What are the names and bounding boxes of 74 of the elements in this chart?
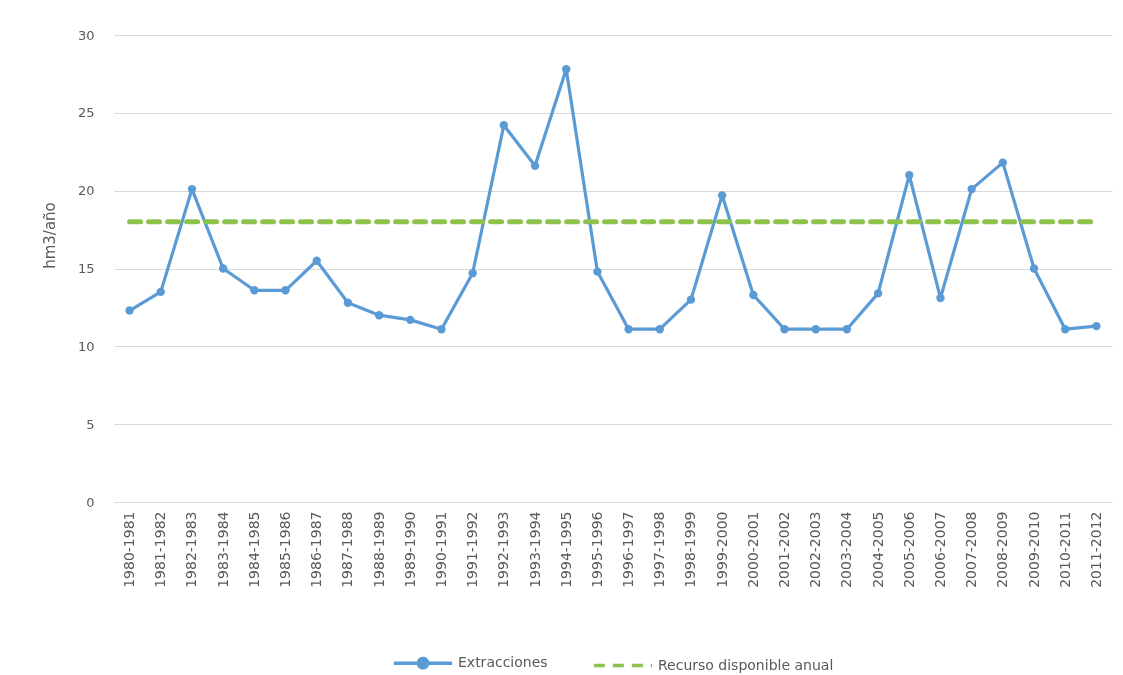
point	[998, 158, 1008, 167]
y-axis-title: hm3/año	[40, 202, 59, 269]
x-tick-label: 1991-1992	[464, 511, 481, 588]
x-tick-label: 2010-2011	[1056, 511, 1073, 588]
x-tick-label: 1987-1988	[339, 511, 356, 588]
point	[873, 289, 883, 298]
point	[562, 65, 571, 74]
y-tick-label: 5	[86, 416, 95, 432]
x-tick-label: 1993-1994	[526, 511, 543, 588]
point	[1029, 264, 1039, 273]
point	[406, 315, 415, 325]
point	[811, 325, 820, 334]
point	[1092, 321, 1101, 331]
y-tick-label: 20	[77, 183, 95, 199]
x-tick-label: 1982-1983	[183, 511, 200, 588]
point	[187, 184, 197, 194]
x-tick-label: 1983-1984	[214, 511, 231, 588]
x-tick-label: 1996-1997	[620, 511, 637, 588]
x-tick-label: 1997-1998	[651, 511, 668, 588]
y-tick-label: 30	[77, 27, 95, 43]
x-tick-label: 2004-2005	[869, 511, 886, 588]
point	[374, 311, 384, 320]
point	[593, 267, 602, 276]
y-tick-label: 0	[86, 494, 95, 510]
x-tick-label: 2002-2003	[807, 511, 824, 588]
point	[343, 298, 353, 307]
x-tick-label: 1984-1985	[245, 511, 262, 588]
x-tick-label: 1994-1995	[557, 511, 574, 588]
point	[780, 325, 789, 334]
point	[250, 286, 259, 295]
x-tick-label: 2005-2006	[900, 511, 917, 588]
point	[905, 170, 914, 180]
point	[842, 325, 852, 334]
point	[686, 295, 696, 304]
y-tick-label: 10	[77, 338, 95, 354]
legend-label: Extracciones	[458, 654, 548, 671]
point	[218, 264, 228, 273]
x-tick-label: 1990-1991	[432, 511, 449, 588]
x-tick-label: 1985-1986	[277, 511, 294, 588]
point	[624, 325, 633, 334]
x-tick-label: 1986-1987	[308, 511, 325, 588]
x-tick-label: 2006-2007	[931, 511, 948, 588]
x-tick-label: 2000-2001	[744, 511, 761, 588]
point	[312, 256, 321, 265]
x-tick-label: 1989-1990	[401, 511, 418, 588]
legend-label: Recurso disponible anual	[658, 656, 834, 673]
x-tick-label: 2003-2004	[838, 511, 855, 588]
x-tick-label: 1995-1996	[588, 511, 605, 588]
x-tick-label: 2007-2008	[963, 511, 980, 588]
x-tick-label: 1980-1981	[121, 511, 138, 588]
y-tick-label: 15	[77, 261, 95, 276]
x-tick-label: 1992-1993	[495, 511, 512, 588]
x-tick-label: 2008-2009	[994, 511, 1011, 588]
point	[125, 306, 134, 315]
x-tick-label: 1988-1989	[370, 511, 387, 588]
point	[281, 286, 290, 295]
point	[156, 287, 165, 297]
point	[530, 161, 540, 170]
point	[499, 121, 509, 130]
point	[717, 191, 727, 200]
x-tick-label: 2009-2010	[1025, 511, 1042, 588]
point	[967, 184, 976, 194]
x-tick-label: 1998-1999	[682, 511, 699, 588]
x-tick-label: 1981-1982	[152, 511, 169, 588]
point	[936, 293, 945, 303]
point	[749, 290, 758, 300]
point	[655, 325, 664, 334]
point	[1061, 325, 1070, 334]
x-tick-label: 1999-2000	[713, 511, 730, 588]
x-tick-label: 2001-2002	[776, 511, 793, 588]
x-tick-label: 2011-2012	[1087, 511, 1104, 588]
point	[468, 269, 477, 278]
y-tick-label: 25	[77, 105, 95, 121]
point	[437, 325, 446, 334]
